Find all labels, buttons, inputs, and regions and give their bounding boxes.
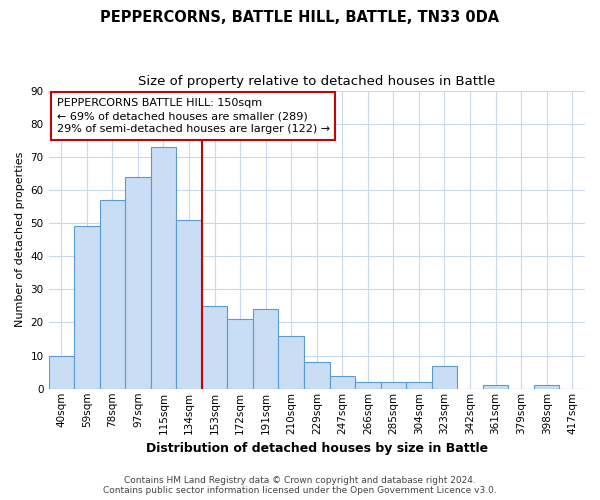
Bar	[74, 226, 100, 389]
Bar	[151, 147, 176, 389]
Bar	[406, 382, 432, 389]
Bar	[202, 306, 227, 389]
X-axis label: Distribution of detached houses by size in Battle: Distribution of detached houses by size …	[146, 442, 488, 455]
Bar	[534, 386, 559, 389]
Bar	[304, 362, 329, 389]
Text: PEPPERCORNS BATTLE HILL: 150sqm
← 69% of detached houses are smaller (289)
29% o: PEPPERCORNS BATTLE HILL: 150sqm ← 69% of…	[56, 98, 330, 134]
Bar	[329, 376, 355, 389]
Bar	[253, 309, 278, 389]
Bar	[432, 366, 457, 389]
Bar	[176, 220, 202, 389]
Title: Size of property relative to detached houses in Battle: Size of property relative to detached ho…	[138, 75, 496, 88]
Bar	[227, 319, 253, 389]
Bar	[125, 176, 151, 389]
Bar	[278, 336, 304, 389]
Text: Contains HM Land Registry data © Crown copyright and database right 2024.
Contai: Contains HM Land Registry data © Crown c…	[103, 476, 497, 495]
Text: PEPPERCORNS, BATTLE HILL, BATTLE, TN33 0DA: PEPPERCORNS, BATTLE HILL, BATTLE, TN33 0…	[100, 10, 500, 25]
Bar	[100, 200, 125, 389]
Bar	[49, 356, 74, 389]
Bar	[380, 382, 406, 389]
Bar	[355, 382, 380, 389]
Bar	[483, 386, 508, 389]
Y-axis label: Number of detached properties: Number of detached properties	[15, 152, 25, 328]
